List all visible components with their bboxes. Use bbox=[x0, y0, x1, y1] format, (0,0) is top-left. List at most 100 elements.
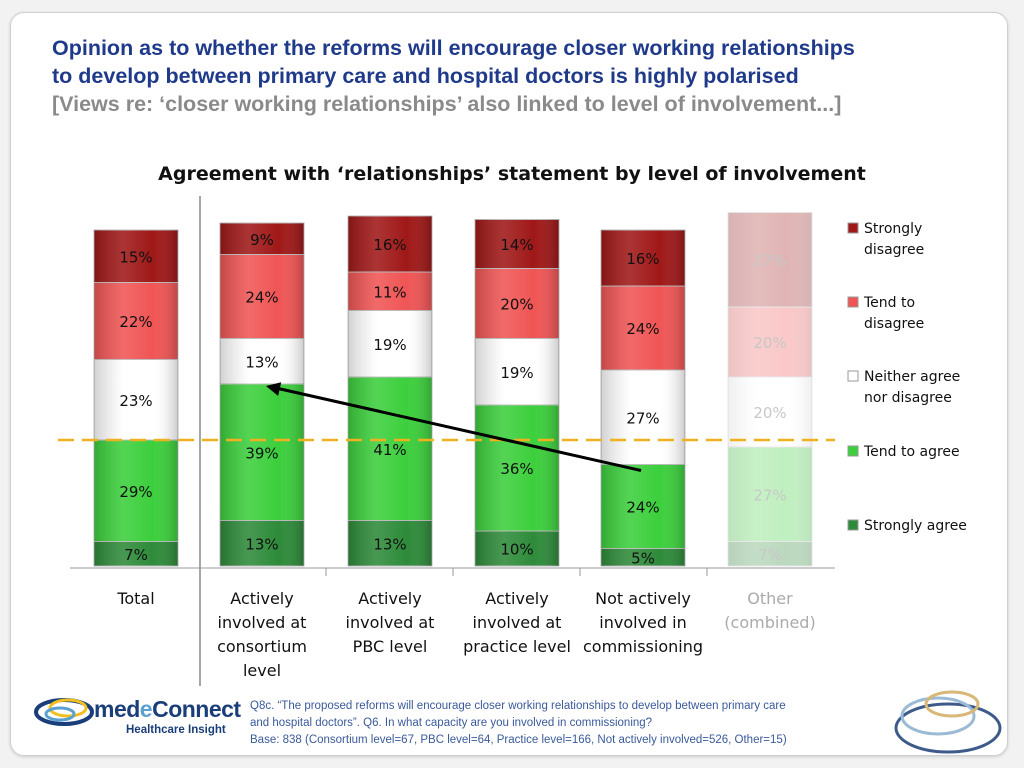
bar-segment-sheen bbox=[220, 254, 304, 339]
data-label: 20% bbox=[753, 334, 786, 352]
bar-segment-sheen bbox=[601, 370, 685, 465]
category-label: level bbox=[243, 661, 281, 680]
logo-name-part-3: Connect bbox=[152, 696, 241, 722]
data-label: 27% bbox=[753, 486, 786, 504]
bar-stack-3: 10% 36% 19% 20% 14% bbox=[474, 219, 560, 567]
category-label: Actively bbox=[358, 589, 421, 608]
bar-segment-sheen bbox=[601, 464, 685, 549]
legend-label: Strongly agree bbox=[864, 518, 967, 534]
footnote-line-2: and hospital doctors”. Q6. In what capac… bbox=[250, 717, 653, 729]
bar-stack-4: 5% 24% 27% 24% 16% bbox=[600, 229, 686, 567]
slide-subtitle: [Views re: ‘closer working relationships… bbox=[52, 92, 842, 116]
data-label: 14% bbox=[500, 236, 533, 254]
legend-swatch bbox=[847, 445, 859, 457]
data-label: 24% bbox=[245, 289, 278, 307]
category-label: Actively bbox=[485, 589, 548, 608]
data-label: 13% bbox=[245, 353, 278, 371]
bar-segment-sheen bbox=[348, 272, 432, 311]
logo-name-part-2: e bbox=[139, 696, 153, 722]
data-label: 5% bbox=[631, 549, 655, 567]
data-label: 11% bbox=[373, 283, 406, 301]
data-label: 27% bbox=[753, 252, 786, 270]
logo-name-part-1: med bbox=[94, 696, 140, 722]
data-label: 20% bbox=[753, 404, 786, 422]
legend-label: Neither agree bbox=[864, 369, 960, 385]
bar-segment-sheen bbox=[94, 359, 178, 440]
data-label: 13% bbox=[373, 535, 406, 553]
bar-segment-sheen bbox=[601, 548, 685, 566]
data-label: 16% bbox=[373, 236, 406, 254]
bar-segment-sheen bbox=[728, 541, 812, 566]
data-label: 29% bbox=[119, 483, 152, 501]
data-label: 13% bbox=[245, 535, 278, 553]
legend-label: disagree bbox=[864, 242, 924, 258]
data-label: 9% bbox=[250, 231, 274, 249]
chart-title: Agreement with ‘relationships’ statement… bbox=[158, 163, 866, 185]
legend-swatch bbox=[847, 222, 859, 234]
title-line-1: Opinion as to whether the reforms will e… bbox=[52, 36, 855, 60]
category-label: (combined) bbox=[724, 613, 815, 632]
bar-segment-sheen bbox=[475, 531, 559, 566]
bar-segment-sheen bbox=[475, 405, 559, 531]
category-label: involved at bbox=[218, 613, 307, 632]
bar-segment-sheen bbox=[728, 377, 812, 447]
bar-segment-sheen bbox=[220, 338, 304, 384]
bar-stack-5: 7% 27% 20% 20% 27% bbox=[727, 212, 813, 567]
legend-swatch bbox=[847, 370, 859, 382]
bar-segment-sheen bbox=[601, 230, 685, 286]
category-label: consortium bbox=[217, 637, 307, 656]
bar-segment-sheen bbox=[348, 216, 432, 272]
bar-segment-sheen bbox=[94, 541, 178, 566]
bar-segment-sheen bbox=[728, 307, 812, 377]
bar-segment-sheen bbox=[220, 384, 304, 521]
bar-stack-2: 13% 41% 19% 11% 16% bbox=[347, 215, 433, 567]
bar-segment-sheen bbox=[475, 338, 559, 405]
legend-label: Tend to agree bbox=[863, 444, 960, 460]
category-label: involved in bbox=[599, 613, 686, 632]
footnote-line-3: Base: 838 (Consortium level=67, PBC leve… bbox=[250, 734, 787, 746]
bar-segment-sheen bbox=[348, 310, 432, 377]
data-label: 16% bbox=[626, 250, 659, 268]
bar-segment-sheen bbox=[601, 286, 685, 370]
legend-label: Strongly bbox=[864, 221, 922, 237]
slide-heading: Opinion as to whether the reforms will e… bbox=[52, 34, 992, 118]
legend-swatch bbox=[847, 519, 859, 531]
category-label: practice level bbox=[463, 637, 571, 656]
bar-segment-sheen bbox=[94, 230, 178, 283]
stacked-bar-chart: 7% 29% 23% 22% 15% 13% 39% 13% 24% 9% 13% 41% 19% 11%… bbox=[58, 196, 967, 686]
data-label: 39% bbox=[245, 444, 278, 462]
title-line-2: to develop between primary care and hosp… bbox=[52, 64, 799, 88]
logo-tagline: Healthcare Insight bbox=[126, 724, 226, 736]
category-label: PBC level bbox=[353, 637, 428, 656]
bar-stack-0: 7% 29% 23% 22% 15% bbox=[93, 229, 179, 567]
bar-segment-sheen bbox=[728, 447, 812, 542]
bar-segment-sheen bbox=[475, 268, 559, 339]
data-label: 23% bbox=[119, 392, 152, 410]
bar-segment-sheen bbox=[220, 223, 304, 255]
data-label: 24% bbox=[626, 320, 659, 338]
data-label: 15% bbox=[119, 248, 152, 266]
data-label: 27% bbox=[626, 409, 659, 427]
bar-segment-sheen bbox=[348, 520, 432, 566]
data-label: 20% bbox=[500, 296, 533, 314]
category-label: involved at bbox=[473, 613, 562, 632]
data-label: 7% bbox=[124, 546, 148, 564]
data-label: 19% bbox=[500, 364, 533, 382]
trend-arrow-line bbox=[275, 386, 642, 472]
category-label: involved at bbox=[346, 613, 435, 632]
logo-name: medeConnect bbox=[94, 696, 241, 723]
data-label: 36% bbox=[500, 460, 533, 478]
data-label: 19% bbox=[373, 336, 406, 354]
bar-segment-sheen bbox=[348, 377, 432, 521]
bar-segment-sheen bbox=[475, 219, 559, 269]
data-label: 22% bbox=[119, 313, 152, 331]
category-label: Other bbox=[747, 589, 793, 608]
bar-segment-sheen bbox=[94, 440, 178, 542]
footnote-line-1: Q8c. “The proposed reforms will encourag… bbox=[250, 700, 786, 712]
data-label: 7% bbox=[758, 546, 782, 564]
trend-arrow-head bbox=[266, 382, 282, 396]
bar-segment-sheen bbox=[728, 212, 812, 307]
data-label: 24% bbox=[626, 499, 659, 517]
legend-swatch bbox=[847, 296, 859, 308]
decorative-rings-icon bbox=[894, 690, 1002, 754]
